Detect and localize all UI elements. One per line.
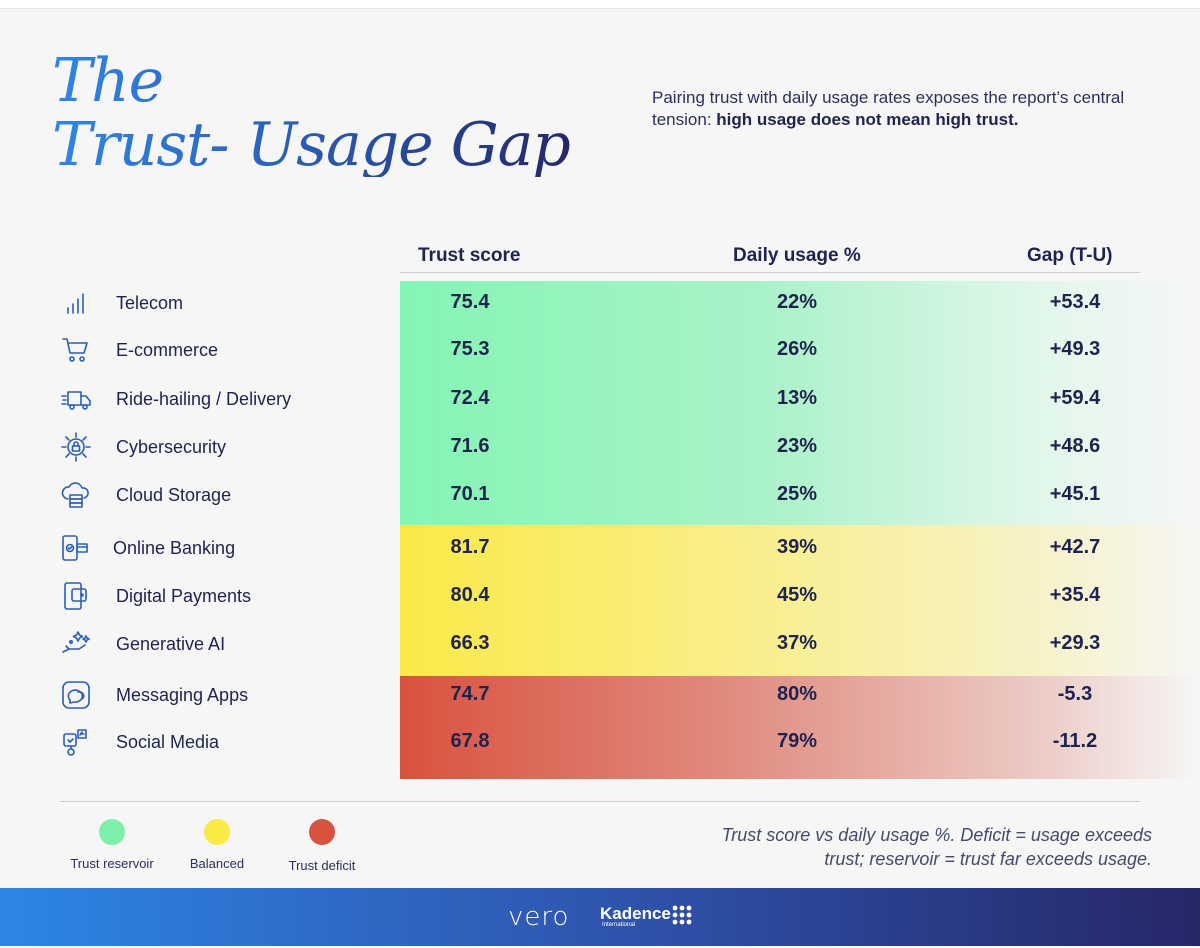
gap-value: +53.4 [1049,291,1101,313]
table-row: Cloud Storage 70.1 25% +45.1 [0,475,1200,515]
gap-value: +45.1 [1049,483,1101,505]
daily-usage-value: 45% [776,584,818,606]
trust-score-value: 81.7 [450,536,490,558]
column-header-trust: Trust score [418,245,521,266]
daily-usage-value: 39% [776,536,818,558]
brand-footer: vero Kadence International [0,888,1200,946]
gap-value: -11.2 [1052,730,1098,752]
table-row: E-commerce 75.3 26% +49.3 [0,330,1200,370]
table-row: Social Media 67.8 79% -11.2 [0,722,1200,762]
table-row: Cybersecurity 71.6 23% +48.6 [0,427,1200,467]
band-trust-reservoir [400,281,1200,525]
trust-score-value: 66.3 [450,632,490,654]
kadence-dots-icon [672,905,692,925]
shopping-cart-icon [60,334,92,366]
social-like-icon [60,726,92,758]
category-label: Cloud Storage [116,485,232,505]
daily-usage-value: 79% [776,730,818,752]
table-row: Online Banking 81.7 39% +42.7 [0,528,1200,568]
table-row: Generative AI 66.3 37% +29.3 [0,624,1200,664]
title-line-1: The [52,46,164,116]
column-header-gap: Gap (T-U) [1027,245,1113,266]
legend-dot-red [309,819,335,845]
chat-bubble-icon [60,679,92,711]
trust-score-value: 75.3 [450,338,490,360]
gap-value: +49.3 [1049,338,1101,360]
legend-dot-yellow [204,819,230,845]
daily-usage-value: 13% [776,387,818,409]
lock-network-icon [60,431,92,463]
category-label: Digital Payments [116,586,252,606]
category-label: Social Media [116,732,220,752]
column-header-usage: Daily usage % [733,245,861,266]
table-row: Telecom 75.4 22% +53.4 [0,283,1200,323]
trust-score-value: 80.4 [450,584,490,606]
gap-value: +59.4 [1049,387,1101,409]
delivery-truck-icon [60,383,92,415]
trust-score-value: 71.6 [450,435,490,457]
kadence-logo: Kadence [600,904,671,923]
trust-score-value: 72.4 [450,387,490,409]
category-label: Online Banking [113,538,236,558]
table-row: Messaging Apps 74.7 80% -5.3 [0,675,1200,715]
gap-value: +29.3 [1049,632,1101,654]
trust-score-value: 67.8 [450,730,490,752]
legend-item-trust-deficit: Trust deficit [262,819,382,875]
daily-usage-value: 22% [776,291,818,313]
trust-score-value: 75.4 [450,291,490,313]
daily-usage-value: 26% [776,338,818,360]
trust-score-value: 74.7 [450,683,490,705]
legend-dot-green [99,819,125,845]
legend-label: Trust reservoir [70,856,154,871]
category-label: Messaging Apps [116,685,249,705]
band-trust-deficit [400,676,1200,779]
band-balanced [400,525,1200,676]
category-label: Cybersecurity [116,437,227,457]
report-page: The Trust- Usage Gap Pairing trust with … [0,8,1200,888]
gap-value: +35.4 [1049,584,1101,606]
legend-item-trust-reservoir: Trust reservoir [52,819,172,873]
category-label: Generative AI [116,634,226,654]
daily-usage-value: 25% [776,483,818,505]
daily-usage-value: 23% [776,435,818,457]
category-label: Telecom [116,293,184,313]
intro-text: Pairing trust with daily usage rates exp… [652,87,1172,131]
daily-usage-value: 80% [776,683,818,705]
gap-value: -5.3 [1057,683,1093,705]
table-row: Ride-hailing / Delivery 72.4 13% +59.4 [0,379,1200,419]
table-row: Digital Payments 80.4 45% +35.4 [0,576,1200,616]
category-label: Ride-hailing / Delivery [116,389,292,409]
page-title: The Trust- Usage Gap [52,49,570,177]
legend-label: Balanced [189,856,245,871]
title-line-2: Trust- Usage Gap [52,110,570,180]
gap-value: +42.7 [1049,536,1101,558]
footer-divider [60,801,1140,802]
mobile-banking-icon [60,532,92,564]
legend-item-balanced: Balanced [157,819,277,873]
footnote: Trust score vs daily usage %. Deficit = … [721,825,1152,869]
sparkle-hand-icon [60,628,92,660]
intro-body: Pairing trust with daily usage rates exp… [652,88,1125,129]
header-divider [400,272,1140,273]
intro-emphasis: high usage does not mean high trust. [716,110,1019,129]
gap-value: +48.6 [1049,435,1101,457]
signal-bars-icon [60,287,92,319]
daily-usage-value: 37% [776,632,818,654]
legend-label: Trust deficit [288,858,356,873]
vero-logo: vero [508,902,570,932]
kadence-subtitle: International [602,922,636,928]
cloud-storage-icon [60,479,92,511]
category-label: E-commerce [116,340,219,360]
mobile-wallet-icon [60,580,92,612]
trust-score-value: 70.1 [450,483,490,505]
